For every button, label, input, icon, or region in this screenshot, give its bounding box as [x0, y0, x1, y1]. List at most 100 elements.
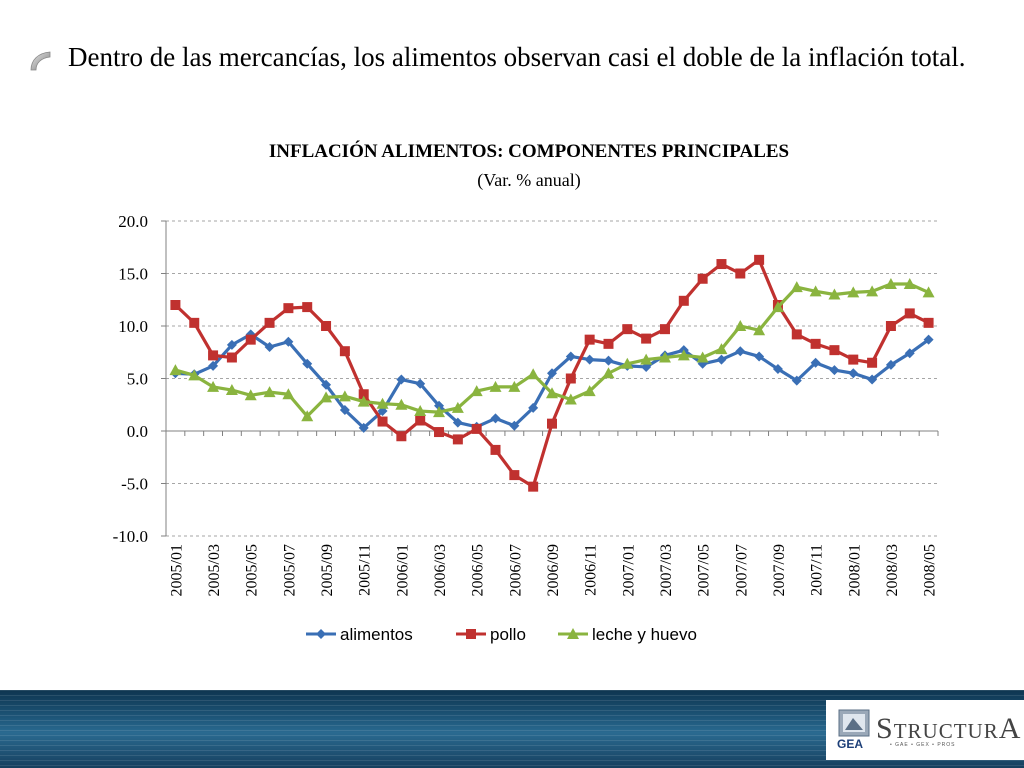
data-point-leche-y-huevo [169, 364, 182, 376]
y-tick-label: -5.0 [121, 475, 148, 494]
data-point-alimentos [584, 354, 595, 365]
data-point-leche-y-huevo [696, 351, 709, 363]
data-point-leche-y-huevo [207, 380, 220, 392]
data-point-leche-y-huevo [338, 390, 351, 402]
data-point-pollo [321, 321, 332, 331]
data-point-alimentos [415, 378, 426, 389]
data-point-pollo [264, 317, 275, 328]
data-point-leche-y-huevo [602, 367, 615, 379]
data-point-pollo [622, 324, 633, 335]
data-point-leche-y-huevo [903, 278, 916, 289]
legend-marker-pollo [466, 629, 476, 639]
data-point-pollo [678, 295, 689, 306]
bullet-arrow-icon [30, 51, 51, 71]
x-tick-label: 2008/01 [846, 544, 863, 596]
structura-middle: TRUCTUR [893, 719, 999, 743]
data-point-pollo [509, 470, 520, 481]
data-point-leche-y-huevo [244, 389, 257, 401]
x-tick-label: 2007/01 [620, 544, 637, 596]
data-point-alimentos [396, 374, 407, 385]
data-point-alimentos [434, 400, 445, 411]
legend-marker-leche-y-huevo [567, 628, 579, 639]
data-point-pollo [471, 423, 482, 434]
data-point-pollo [452, 434, 463, 445]
data-point-leche-y-huevo [188, 369, 201, 381]
data-point-pollo [189, 317, 200, 328]
data-point-pollo [829, 345, 840, 356]
data-point-alimentos [791, 375, 802, 386]
legend-marker-alimentos [316, 629, 326, 639]
data-point-pollo [226, 352, 237, 363]
data-point-pollo [754, 254, 765, 265]
data-point-leche-y-huevo [357, 395, 370, 407]
data-point-alimentos [829, 365, 840, 376]
data-point-leche-y-huevo [564, 393, 577, 405]
data-point-leche-y-huevo [527, 368, 540, 380]
data-point-pollo [923, 317, 934, 328]
data-point-pollo [302, 302, 313, 313]
data-point-leche-y-huevo [489, 380, 502, 392]
data-point-alimentos [904, 348, 915, 359]
legend-label: alimentos [340, 625, 413, 644]
data-point-alimentos [735, 346, 746, 357]
data-point-alimentos [716, 354, 727, 365]
data-point-pollo [565, 373, 576, 384]
y-tick-label: 0.0 [127, 422, 148, 441]
data-point-leche-y-huevo [433, 406, 446, 418]
data-point-leche-y-huevo [715, 343, 728, 355]
data-point-leche-y-huevo [508, 380, 521, 392]
structura-s: S [876, 712, 894, 745]
data-point-alimentos [528, 402, 539, 413]
data-point-leche-y-huevo [884, 278, 897, 289]
x-tick-label: 2007/11 [809, 544, 826, 596]
data-point-pollo [659, 324, 670, 335]
x-tick-label: 2005/05 [244, 544, 261, 596]
x-tick-label: 2006/07 [507, 544, 524, 596]
bullet-text: Dentro de las mercancías, los alimentos … [68, 42, 966, 72]
data-point-alimentos [565, 351, 576, 362]
data-point-alimentos [848, 368, 859, 379]
data-point-leche-y-huevo [771, 301, 784, 313]
x-tick-label: 2006/11 [583, 544, 600, 596]
data-point-alimentos [264, 342, 275, 352]
data-point-alimentos [923, 334, 934, 345]
y-tick-label: 20.0 [118, 212, 148, 231]
data-point-pollo [904, 308, 915, 319]
data-point-alimentos [772, 364, 783, 375]
x-tick-label: 2005/07 [281, 544, 298, 596]
chart-title: INFLACIÓN ALIMENTOS: COMPONENTES PRINCIP… [268, 141, 790, 162]
data-point-alimentos [339, 405, 350, 415]
data-point-leche-y-huevo [809, 285, 822, 297]
data-point-pollo [434, 427, 445, 438]
logo: GEA STRUCTURA • GAE • GEX • PROS [826, 700, 1024, 760]
data-point-leche-y-huevo [282, 388, 295, 400]
data-point-leche-y-huevo [866, 285, 879, 297]
data-point-alimentos [509, 420, 520, 431]
y-tick-label: 10.0 [118, 317, 148, 336]
data-point-leche-y-huevo [225, 384, 238, 396]
data-point-pollo [885, 321, 896, 331]
data-point-alimentos [321, 379, 332, 390]
x-tick-label: 2006/05 [470, 544, 487, 596]
data-point-leche-y-huevo [828, 288, 841, 300]
data-point-leche-y-huevo [376, 397, 389, 409]
data-point-alimentos [754, 351, 765, 362]
data-point-pollo [245, 334, 256, 345]
data-point-alimentos [885, 359, 896, 370]
line-chart: 20.0 15.0 10.0 5.0 0.0 -5.0 -10.0 2005/01 2005/0… [113, 212, 939, 644]
data-point-alimentos [810, 357, 821, 368]
data-point-pollo [584, 334, 595, 345]
data-point-alimentos [547, 368, 557, 379]
data-point-leche-y-huevo [414, 405, 427, 417]
data-point-leche-y-huevo [301, 410, 314, 422]
x-tick-label: 2005/11 [357, 544, 374, 596]
data-point-alimentos [208, 360, 219, 371]
data-point-pollo [791, 329, 802, 340]
data-point-leche-y-huevo [263, 386, 276, 398]
structura-wordmark: STRUCTURA [876, 712, 1021, 746]
x-tick-label: 2007/09 [771, 544, 788, 596]
data-point-alimentos [226, 339, 237, 350]
data-point-leche-y-huevo [790, 281, 803, 293]
data-point-pollo [735, 268, 746, 279]
data-point-leche-y-huevo [320, 391, 333, 403]
